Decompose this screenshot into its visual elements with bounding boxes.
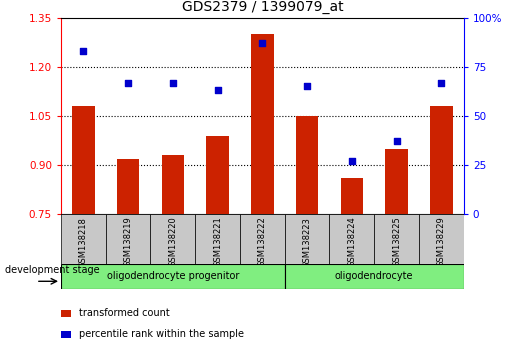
Bar: [296, 116, 319, 214]
Bar: [206, 136, 229, 214]
Bar: [72, 106, 94, 214]
Point: [169, 80, 177, 85]
Bar: [151, 214, 195, 264]
Text: development stage: development stage: [5, 266, 100, 275]
Point: [303, 84, 311, 89]
Bar: [61, 214, 105, 264]
Text: GSM138220: GSM138220: [169, 217, 178, 267]
Text: GSM138229: GSM138229: [437, 217, 446, 267]
Text: GSM138223: GSM138223: [303, 217, 312, 268]
Bar: [61, 264, 285, 289]
Text: GSM138221: GSM138221: [213, 217, 222, 267]
Bar: [117, 159, 139, 214]
Bar: [61, 310, 72, 317]
Text: GSM138224: GSM138224: [347, 217, 356, 267]
Bar: [341, 178, 363, 214]
Bar: [285, 264, 464, 289]
Bar: [374, 214, 419, 264]
Text: GSM138219: GSM138219: [123, 217, 132, 267]
Bar: [195, 214, 240, 264]
Bar: [419, 214, 464, 264]
Text: GSM138218: GSM138218: [79, 217, 88, 268]
Bar: [105, 214, 151, 264]
Bar: [330, 214, 374, 264]
Point: [214, 87, 222, 93]
Bar: [240, 214, 285, 264]
Bar: [162, 155, 184, 214]
Title: GDS2379 / 1399079_at: GDS2379 / 1399079_at: [182, 0, 343, 14]
Bar: [285, 214, 330, 264]
Point: [392, 139, 401, 144]
Text: oligodendrocyte: oligodendrocyte: [335, 272, 413, 281]
Point: [79, 48, 87, 54]
Text: GSM138222: GSM138222: [258, 217, 267, 267]
Bar: [61, 331, 72, 338]
Text: GSM138225: GSM138225: [392, 217, 401, 267]
Bar: [251, 34, 273, 214]
Text: transformed count: transformed count: [80, 308, 170, 318]
Point: [258, 40, 267, 46]
Point: [348, 158, 356, 164]
Text: oligodendrocyte progenitor: oligodendrocyte progenitor: [107, 272, 239, 281]
Bar: [385, 149, 408, 214]
Point: [437, 80, 446, 85]
Bar: [430, 106, 453, 214]
Text: percentile rank within the sample: percentile rank within the sample: [80, 329, 244, 339]
Point: [124, 80, 132, 85]
